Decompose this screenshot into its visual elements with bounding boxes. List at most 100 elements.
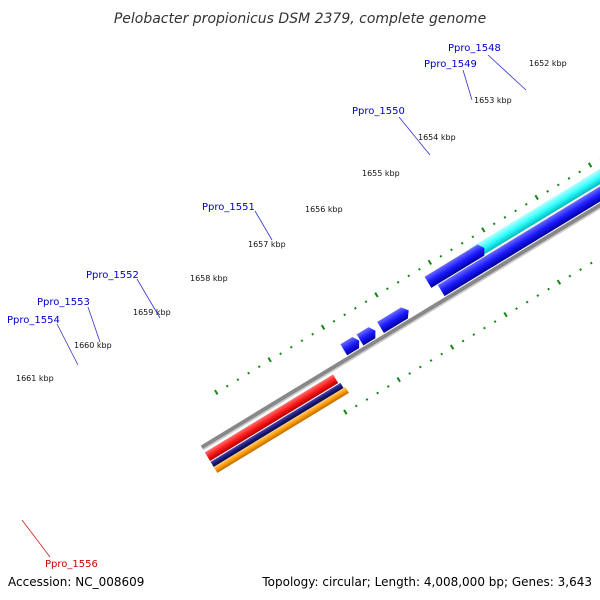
gene-label-ppro-1551[interactable]: Ppro_1551 xyxy=(202,202,255,213)
gene-ppro-1551-blue[interactable] xyxy=(485,149,600,268)
scale-tick-minor xyxy=(461,339,465,343)
scale-tick-minor xyxy=(407,274,411,278)
scale-tick-minor xyxy=(225,384,229,388)
scale-tick-minor xyxy=(547,287,550,291)
gene-label-ppro-1556[interactable]: Ppro_1556 xyxy=(45,559,98,570)
scale-tick-minor xyxy=(439,254,443,258)
scale-tick-minor xyxy=(472,333,476,336)
scale-tick-minor xyxy=(578,170,582,174)
kbp-label: 1659 kbp xyxy=(133,308,171,317)
scale-tick-minor xyxy=(589,261,593,265)
scale-tick-minor xyxy=(514,209,517,213)
scale-tick-major xyxy=(396,376,401,383)
scale-tick-minor xyxy=(579,268,582,271)
scale-tick-minor xyxy=(515,307,518,310)
genome-backbone xyxy=(200,71,600,450)
scale-tick-major xyxy=(374,292,379,298)
scale-tick-minor xyxy=(300,339,304,343)
scale-tick-minor xyxy=(396,280,400,284)
kbp-label: 1658 kbp xyxy=(190,274,228,283)
middle-gene-row xyxy=(340,149,600,356)
kbp-label: 1654 kbp xyxy=(418,133,456,142)
scale-tick-minor xyxy=(483,326,486,330)
scale-tick-minor xyxy=(386,385,390,388)
scale-tick-major xyxy=(320,324,326,330)
scale-tick-major xyxy=(449,344,455,350)
gene-ppro-1554b[interactable] xyxy=(340,335,362,356)
gene-label-ppro-1549[interactable]: Ppro_1549 xyxy=(424,59,477,70)
gene-ppro-1556-orange[interactable] xyxy=(213,386,349,473)
scale-tick-minor xyxy=(236,378,240,382)
gene-labels: Ppro_1548 Ppro_1549 Ppro_1550 Ppro_1551 … xyxy=(7,43,527,570)
scale-tick-minor xyxy=(418,267,421,271)
scale-tick-minor xyxy=(471,235,475,239)
gene-label-ppro-1554[interactable]: Ppro_1554 xyxy=(7,315,60,326)
genome-summary-text: Topology: circular; Length: 4,008,000 bp… xyxy=(261,575,592,589)
scale-tick-minor xyxy=(440,352,444,356)
gene-navy[interactable] xyxy=(210,382,344,467)
scale-tick-minor xyxy=(247,371,250,375)
gene-ppro-1551-cyan[interactable] xyxy=(469,144,600,260)
scale-tick-minor xyxy=(429,359,433,362)
scale-tick-minor xyxy=(503,215,507,219)
outer-scale-ticks xyxy=(214,157,600,395)
scale-tick-minor xyxy=(364,300,368,304)
gene-ppro-1554a[interactable] xyxy=(356,325,379,346)
lower-gene-row xyxy=(204,374,349,473)
gene-label-ppro-1550[interactable]: Ppro_1550 xyxy=(352,106,405,117)
scale-tick-major xyxy=(481,227,486,233)
kbp-label: 1655 kbp xyxy=(362,169,400,178)
gene-ppro-1553[interactable] xyxy=(377,305,412,334)
gene-label-ppro-1548[interactable]: Ppro_1548 xyxy=(448,43,501,54)
scale-tick-minor xyxy=(332,319,336,323)
genome-backbone-shadow xyxy=(202,74,600,451)
scale-tick-minor xyxy=(536,294,540,297)
scale-tick-minor xyxy=(289,345,293,349)
scale-tick-minor xyxy=(257,365,261,369)
scale-tick-minor xyxy=(343,313,347,317)
scale-tick-minor xyxy=(353,306,357,310)
scale-tick-major xyxy=(267,357,272,363)
upper-gene-row xyxy=(469,95,600,260)
gene-ppro-1552-lower[interactable] xyxy=(437,250,502,297)
scale-tick-major xyxy=(587,162,593,168)
kbp-labels: 1652 kbp 1653 kbp 1654 kbp 1655 kbp 1656… xyxy=(16,59,567,383)
scale-tick-minor xyxy=(376,391,380,395)
gene-red[interactable] xyxy=(204,374,339,461)
scale-tick-major xyxy=(556,279,562,285)
scale-tick-minor xyxy=(556,183,560,187)
scale-tick-minor xyxy=(386,287,389,291)
scale-tick-major xyxy=(214,389,219,395)
kbp-label: 1660 kbp xyxy=(74,341,112,350)
scale-tick-minor xyxy=(460,241,464,245)
scale-tick-minor xyxy=(354,404,358,408)
scale-tick-minor xyxy=(418,365,422,369)
map-title: Pelobacter propionicus DSM 2379, complet… xyxy=(114,11,486,27)
scale-tick-minor xyxy=(492,222,496,226)
kbp-label: 1657 kbp xyxy=(248,240,286,249)
scale-tick-minor xyxy=(567,176,571,180)
kbp-label: 1656 kbp xyxy=(305,205,343,214)
gene-label-ppro-1552[interactable]: Ppro_1552 xyxy=(86,270,139,281)
accession-text: Accession: NC_008609 xyxy=(8,575,144,589)
scale-tick-minor xyxy=(493,320,497,323)
scale-tick-minor xyxy=(568,274,572,278)
kbp-label: 1653 kbp xyxy=(474,96,512,105)
scale-tick-minor xyxy=(450,248,453,252)
scale-tick-minor xyxy=(365,398,369,401)
scale-tick-major xyxy=(503,311,508,318)
gene-ppro-1552[interactable] xyxy=(424,242,488,288)
inner-scale-ticks xyxy=(343,261,593,415)
genome-track xyxy=(200,71,600,473)
scale-tick-minor xyxy=(311,332,315,336)
kbp-label: 1652 kbp xyxy=(529,59,567,68)
scale-tick-minor xyxy=(546,189,549,193)
scale-tick-minor xyxy=(408,372,412,375)
scale-tick-minor xyxy=(525,300,529,304)
scale-tick-minor xyxy=(279,352,282,356)
scale-tick-major xyxy=(343,409,348,415)
gene-label-ppro-1553[interactable]: Ppro_1553 xyxy=(37,297,90,308)
scale-tick-major xyxy=(534,194,539,201)
scale-tick-minor xyxy=(524,202,528,206)
